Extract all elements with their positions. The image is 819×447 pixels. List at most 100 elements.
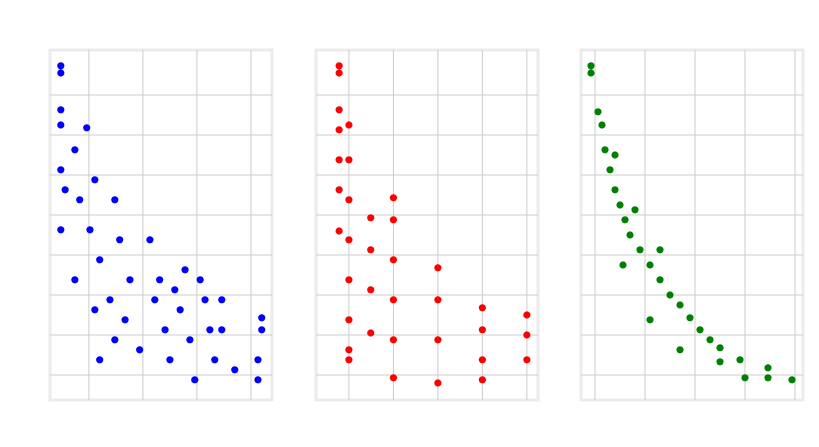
scatter-point [76, 196, 84, 204]
scatter-point [598, 121, 606, 129]
scatter-point [636, 246, 644, 254]
scatter-point [345, 121, 353, 129]
scatter-point [151, 296, 159, 304]
scatter-point [61, 186, 69, 194]
scatter-point [478, 304, 486, 312]
scatter-point [716, 344, 724, 352]
scatter-point [389, 296, 398, 304]
scatter-point [367, 246, 375, 254]
scatter-point [367, 214, 375, 222]
scatter-point [611, 186, 619, 194]
scatter-point [345, 346, 353, 354]
scatter-point [646, 261, 654, 269]
scatter-point [86, 226, 94, 234]
scatter-point [434, 379, 442, 387]
scatter-point [764, 364, 772, 372]
scatter-point [345, 156, 353, 164]
scatter-point [96, 356, 104, 364]
plot-frame [579, 48, 805, 402]
scatter-point [626, 231, 634, 239]
scatter-point [126, 276, 134, 284]
scatter-point [389, 216, 398, 224]
scatter-point [389, 336, 398, 344]
scatter-point [606, 166, 614, 174]
scatter-point [83, 124, 91, 132]
scatter-point [335, 106, 343, 114]
scatter-point [186, 336, 194, 344]
scatter-point [788, 376, 796, 384]
scatter-point [696, 326, 704, 334]
scatter-point [57, 69, 65, 77]
scatter-point [716, 358, 724, 366]
scatter-point [258, 326, 266, 334]
scatter-point [57, 226, 65, 234]
scatter-point [523, 356, 531, 364]
scatter-point [631, 206, 639, 214]
scatter-point [335, 156, 343, 164]
scatter-point [587, 62, 595, 70]
scatter-point [478, 356, 486, 364]
scatter-point [706, 336, 714, 344]
scatter-point [335, 126, 343, 134]
scatter-point [57, 62, 65, 70]
scatter-point [621, 216, 629, 224]
scatter-point [91, 306, 99, 314]
scatter-point [676, 301, 684, 309]
scatter-point [335, 186, 343, 194]
scatter-point [136, 346, 144, 354]
scatter-point [71, 146, 79, 154]
scatter-point [367, 286, 375, 294]
scatter-point [676, 346, 684, 354]
scatter-point [345, 356, 353, 364]
subplot [48, 48, 274, 402]
scatter-point [478, 326, 486, 334]
scatter-point [389, 194, 398, 202]
scatter-point [434, 336, 442, 344]
scatter-point [656, 246, 664, 254]
scatter-point [57, 106, 65, 114]
scatter-point [206, 326, 214, 334]
scatter-point [611, 151, 619, 159]
scatter-point [231, 366, 239, 374]
scatter-point [146, 236, 154, 244]
scatter-point [345, 316, 353, 324]
subplot [579, 48, 805, 402]
plot-frame [314, 48, 540, 402]
scatter-point [646, 316, 654, 324]
scatter-point [191, 376, 199, 384]
scatter-point [176, 306, 184, 314]
scatter-point [345, 276, 353, 284]
scatter-point [161, 326, 169, 334]
scatter-point [434, 296, 442, 304]
scatter-point [619, 261, 627, 269]
scatter-point [201, 296, 209, 304]
scatter-point [121, 316, 129, 324]
scatter-point [601, 146, 609, 154]
scatter-point [111, 336, 119, 344]
scatter-point [656, 276, 664, 284]
scatter-point [345, 236, 353, 244]
scatter-point [254, 356, 262, 364]
scatter-point [181, 266, 189, 274]
scatter-point [686, 314, 694, 322]
scatter-point [218, 326, 226, 334]
plot-frame [48, 48, 274, 402]
scatter-point [171, 286, 179, 294]
scatter-point [71, 276, 79, 284]
scatter-point [594, 108, 602, 116]
scatter-point [57, 166, 65, 174]
subplot [314, 48, 540, 402]
scatter-point [91, 176, 99, 184]
scatter-point [111, 196, 119, 204]
scatter-point [335, 69, 343, 77]
scatter-point [345, 196, 353, 204]
scatter-point [736, 356, 744, 364]
scatter-point [335, 227, 343, 235]
scatter-point [666, 291, 674, 299]
scatter-point [741, 374, 749, 382]
scatter-point [523, 331, 531, 339]
scatter-point [156, 276, 164, 284]
scatter-point [587, 69, 595, 77]
scatter-point [254, 376, 262, 384]
scatter-point [478, 376, 486, 384]
